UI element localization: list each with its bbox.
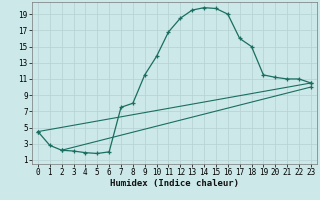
X-axis label: Humidex (Indice chaleur): Humidex (Indice chaleur) [110, 179, 239, 188]
